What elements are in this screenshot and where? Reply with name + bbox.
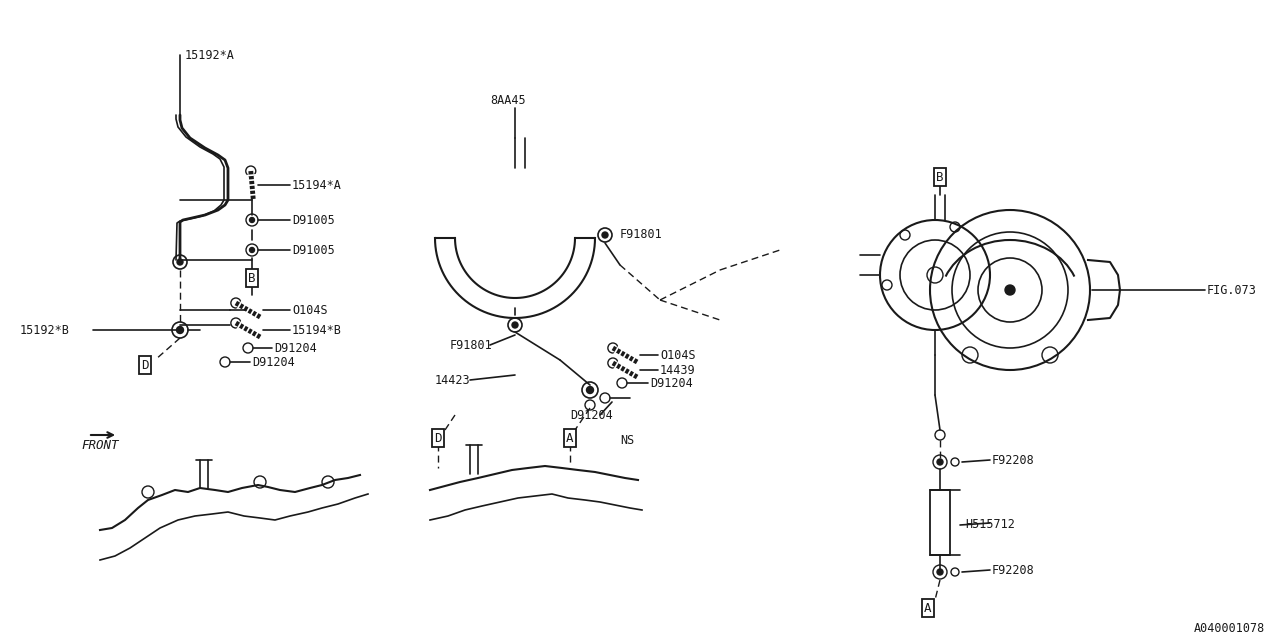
Text: D91005: D91005 xyxy=(292,243,335,257)
Text: A: A xyxy=(566,431,573,445)
Text: B: B xyxy=(936,170,943,184)
Text: 15194*A: 15194*A xyxy=(292,179,342,191)
Circle shape xyxy=(602,232,608,238)
Text: H515712: H515712 xyxy=(965,518,1015,531)
Text: F91801: F91801 xyxy=(620,227,663,241)
Text: FRONT: FRONT xyxy=(81,438,119,451)
Text: D91204: D91204 xyxy=(570,408,613,422)
Text: B: B xyxy=(248,271,256,285)
Text: F92208: F92208 xyxy=(992,454,1034,467)
Text: A: A xyxy=(924,602,932,614)
Text: D91204: D91204 xyxy=(650,376,692,390)
Text: F92208: F92208 xyxy=(992,563,1034,577)
Circle shape xyxy=(250,218,255,223)
Circle shape xyxy=(937,459,943,465)
Text: 14423: 14423 xyxy=(435,374,471,387)
Text: D91005: D91005 xyxy=(292,214,335,227)
Text: 8AA45: 8AA45 xyxy=(490,93,526,106)
Text: D91204: D91204 xyxy=(252,355,294,369)
Bar xyxy=(931,490,950,555)
Text: 14439: 14439 xyxy=(660,364,695,376)
Text: O104S: O104S xyxy=(292,303,328,317)
Text: A040001078: A040001078 xyxy=(1194,621,1265,634)
Circle shape xyxy=(250,248,255,253)
Circle shape xyxy=(512,322,518,328)
Circle shape xyxy=(937,569,943,575)
Text: 15194*B: 15194*B xyxy=(292,323,342,337)
Circle shape xyxy=(177,326,183,333)
Text: NS: NS xyxy=(620,433,635,447)
Circle shape xyxy=(1005,285,1015,295)
Text: 15192*B: 15192*B xyxy=(20,323,70,337)
Circle shape xyxy=(586,387,594,394)
Circle shape xyxy=(177,259,183,265)
Text: 15192*A: 15192*A xyxy=(186,49,234,61)
Text: D: D xyxy=(141,358,148,371)
Text: F91801: F91801 xyxy=(451,339,493,351)
Text: FIG.073: FIG.073 xyxy=(1207,284,1257,296)
Text: D: D xyxy=(434,431,442,445)
Text: O104S: O104S xyxy=(660,349,695,362)
Text: D91204: D91204 xyxy=(274,342,316,355)
